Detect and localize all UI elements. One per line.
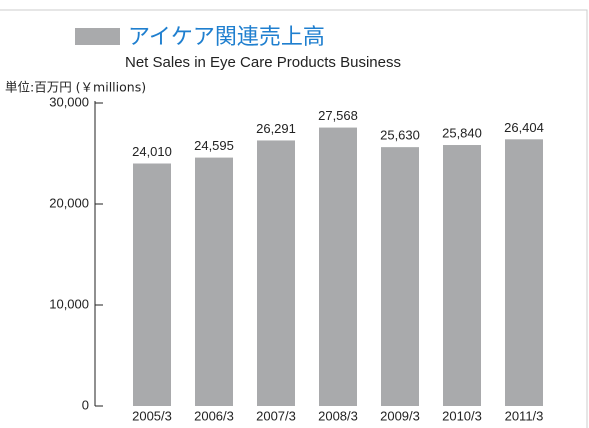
frame — [0, 9, 588, 428]
y-tick-label: 10,000 — [49, 296, 89, 311]
bar — [195, 157, 233, 406]
bar — [381, 147, 419, 406]
x-tick-label: 2005/3 — [132, 408, 172, 423]
chart-subtitle: Net Sales in Eye Care Products Business — [125, 54, 401, 71]
x-tick-label: 2010/3 — [442, 408, 482, 423]
value-label: 25,840 — [442, 125, 482, 140]
x-tick-label: 2011/3 — [505, 408, 544, 423]
bar — [443, 145, 481, 407]
x-tick-label: 2008/3 — [318, 408, 358, 423]
y-tick-label: 20,000 — [49, 195, 89, 210]
y-tick-label: 30,000 — [49, 94, 89, 109]
value-label: 26,291 — [256, 121, 296, 136]
x-tick-label: 2006/3 — [194, 408, 234, 423]
bar — [319, 127, 357, 406]
unit-label: 単位:百万円 (￥millions) — [5, 80, 146, 95]
y-tick-label: 0 — [82, 397, 89, 412]
chart-title: アイケア関連売上高 — [128, 25, 325, 50]
x-tick-label: 2009/3 — [380, 408, 420, 423]
x-tick-label: 2007/3 — [256, 408, 296, 423]
bar — [133, 163, 171, 406]
bar — [257, 140, 295, 406]
value-label: 27,568 — [318, 108, 358, 123]
value-label: 24,595 — [194, 138, 234, 153]
value-label: 24,010 — [132, 144, 172, 159]
bar — [505, 139, 543, 407]
title-swatch — [75, 28, 120, 45]
value-label: 26,404 — [504, 120, 544, 135]
value-label: 25,630 — [380, 128, 420, 143]
